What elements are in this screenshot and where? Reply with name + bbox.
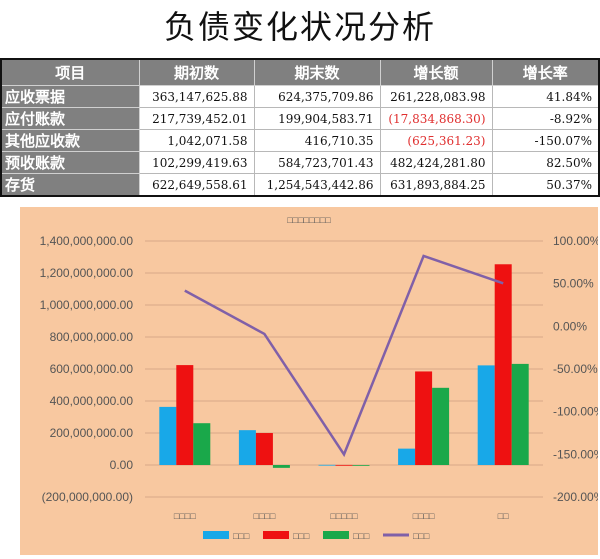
legend-label: □□□: [413, 531, 430, 541]
y-tick-label: 1,200,000,000.00: [40, 266, 134, 280]
y2-tick-label: -150.00%: [553, 447, 598, 461]
header-start: 期初数: [138, 58, 255, 86]
cell-rate: -150.07%: [491, 129, 600, 152]
cell-end: 584,723,701.43: [253, 151, 381, 174]
x-tick-label: □□□□: [254, 511, 276, 521]
row-name: 其他应收款: [0, 129, 140, 152]
cell-start: 217,739,452.01: [138, 107, 255, 130]
y-tick-label: (200,000,000.00): [42, 490, 133, 504]
combo-chart: (200,000,000.00) 0.00 200,000,000.00 400,00…: [40, 215, 600, 541]
y2-tick-label: 50.00%: [553, 277, 594, 291]
cell-end: 199,904,583.71: [253, 107, 381, 130]
cell-rate: -8.92%: [491, 107, 600, 130]
bar: [176, 365, 194, 465]
bar: [511, 363, 529, 465]
row-name: 应收票据: [0, 85, 140, 108]
bar: [494, 264, 512, 465]
legend-label: □□□: [353, 531, 370, 541]
bar: [352, 465, 370, 466]
y2-tick-label: -200.00%: [553, 490, 598, 504]
legend-swatch: [263, 531, 289, 539]
bar: [415, 371, 433, 465]
bar: [477, 365, 495, 465]
bar: [255, 433, 273, 465]
bar: [272, 465, 290, 468]
table-row: 预收账款 102,299,419.63 584,723,701.43 482,424,…: [0, 151, 600, 174]
bar: [238, 430, 256, 465]
cell-end: 416,710.35: [253, 129, 381, 152]
y-tick-label: 200,000,000.00: [50, 426, 134, 440]
row-name: 存货: [0, 173, 140, 197]
y-tick-label: 0.00: [110, 458, 134, 472]
table-row: 存货 622,649,558.61 1,254,543,442.86 631,893,…: [0, 173, 600, 197]
bar: [335, 464, 353, 466]
x-tick-label: □□□□□: [330, 511, 358, 521]
cell-growth: 482,424,281.80: [379, 151, 493, 174]
cell-growth: (625,361.23): [379, 129, 493, 152]
header-item: 项目: [0, 58, 140, 86]
cell-start: 1,042,071.58: [138, 129, 255, 152]
y2-tick-label: 0.00%: [553, 319, 587, 333]
cell-end: 624,375,709.86: [253, 85, 381, 108]
bar: [318, 464, 336, 466]
chart-title: □□□□□□□□: [287, 215, 331, 225]
line-series: [184, 254, 504, 458]
table-row: 其他应收款 1,042,071.58 416,710.35 (625,361.23) -…: [0, 129, 600, 152]
y2-tick-label: -100.00%: [553, 405, 598, 419]
header-growth: 增长额: [379, 58, 493, 86]
legend-swatch: [323, 531, 349, 539]
y-tick-label: 600,000,000.00: [50, 362, 134, 376]
legend-label: □□□: [293, 531, 310, 541]
y-tick-label: 1,400,000,000.00: [40, 234, 134, 248]
table-header-row: 项目 期初数 期末数 增长额 增长率: [0, 58, 600, 86]
y-tick-label: 400,000,000.00: [50, 394, 134, 408]
row-name: 预收账款: [0, 151, 140, 174]
y-tick-label: 1,000,000,000.00: [40, 298, 134, 312]
x-tick-label: □□□□: [174, 511, 196, 521]
cell-rate: 50.37%: [491, 173, 600, 197]
cell-rate: 41.84%: [491, 85, 600, 108]
table-row: 应收票据 363,147,625.88 624,375,709.86 261,228,…: [0, 85, 600, 108]
bar: [432, 387, 450, 465]
page-title: 负债变化状况分析: [163, 8, 436, 46]
header-rate: 增长率: [491, 58, 600, 86]
bar: [159, 406, 177, 465]
cell-growth: (17,834,868.30): [379, 107, 493, 130]
bar: [398, 448, 416, 465]
y2-tick-label: -50.00%: [553, 362, 598, 376]
cell-rate: 82.50%: [491, 151, 600, 174]
header-end: 期末数: [253, 58, 381, 86]
row-name: 应付账款: [0, 107, 140, 130]
cell-growth: 631,893,884.25: [379, 173, 493, 197]
legend-label: □□□: [233, 531, 250, 541]
cell-start: 102,299,419.63: [138, 151, 255, 174]
cell-start: 363,147,625.88: [138, 85, 255, 108]
x-tick-label: □□: [498, 511, 509, 521]
data-table: 项目 期初数 期末数 增长额 增长率 应收票据 363,147,625.88 624…: [0, 58, 600, 197]
x-tick-label: □□□□: [413, 511, 435, 521]
table-row: 应付账款 217,739,452.01 199,904,583.71 (17,834,…: [0, 107, 600, 130]
cell-growth: 261,228,083.98: [379, 85, 493, 108]
y-tick-label: 800,000,000.00: [50, 330, 134, 344]
y2-tick-label: 100.00%: [553, 234, 598, 248]
legend-swatch: [203, 531, 229, 539]
bar: [193, 423, 211, 465]
chart-area: (200,000,000.00) 0.00 200,000,000.00 400,00…: [20, 207, 600, 555]
cell-end: 1,254,543,442.86: [253, 173, 381, 197]
cell-start: 622,649,558.61: [138, 173, 255, 197]
